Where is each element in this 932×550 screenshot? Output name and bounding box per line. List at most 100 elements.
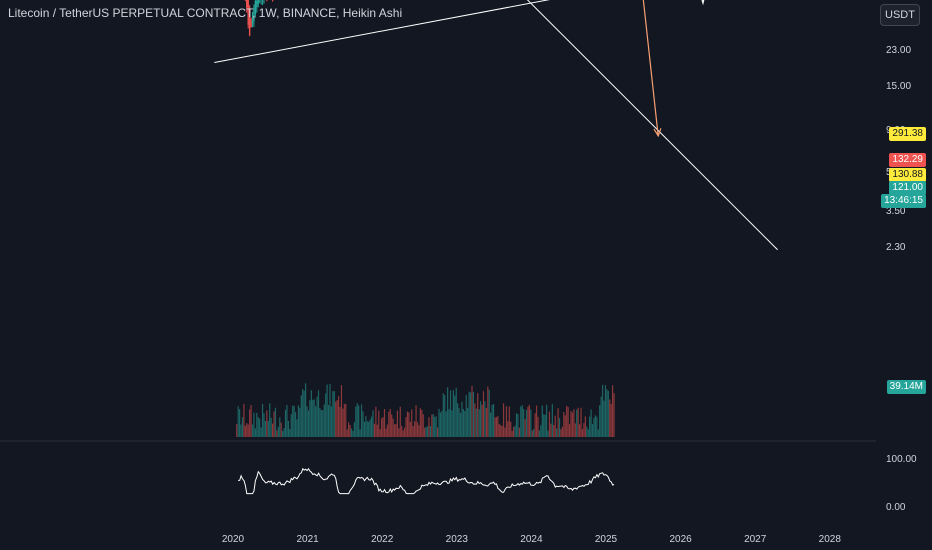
volume-bar bbox=[380, 429, 381, 437]
volume-bar bbox=[601, 397, 602, 437]
volume-bar bbox=[347, 430, 348, 437]
volume-bar bbox=[441, 411, 442, 437]
volume-bar bbox=[387, 425, 388, 437]
volume-bar bbox=[258, 417, 259, 437]
volume-bar bbox=[301, 395, 302, 437]
volume-bar bbox=[295, 412, 296, 437]
volume-bar bbox=[473, 392, 474, 437]
volume-bar bbox=[599, 405, 600, 437]
volume-bar bbox=[583, 423, 584, 437]
volume-bar bbox=[537, 417, 538, 437]
volume-bar bbox=[360, 429, 361, 437]
volume-bar bbox=[332, 391, 333, 437]
volume-bar bbox=[560, 429, 561, 437]
volume-bar bbox=[378, 411, 379, 437]
time-tick-label: 2023 bbox=[446, 534, 469, 545]
volume-bar bbox=[334, 391, 335, 437]
volume-bar bbox=[535, 413, 536, 437]
volume-bar bbox=[262, 404, 263, 437]
volume-bar bbox=[533, 429, 534, 437]
volume-bar bbox=[568, 407, 569, 437]
volume-bar bbox=[407, 412, 408, 437]
volume-bar bbox=[499, 424, 500, 437]
volume-bar bbox=[367, 421, 368, 437]
volume-bar bbox=[344, 404, 345, 437]
oscillator-label-low: 0.00 bbox=[886, 502, 905, 513]
volume-bar bbox=[415, 405, 416, 437]
volume-bar bbox=[569, 424, 570, 437]
volume-bar bbox=[281, 423, 282, 437]
volume-bar bbox=[390, 409, 391, 437]
volume-bar bbox=[589, 417, 590, 437]
volume-bar bbox=[527, 407, 528, 437]
volume-bar bbox=[299, 408, 300, 437]
volume-bar bbox=[526, 410, 527, 437]
volume-bar bbox=[283, 428, 284, 437]
volume-bar bbox=[261, 427, 262, 437]
volume-bar bbox=[464, 411, 465, 437]
currency-button[interactable]: USDT bbox=[880, 4, 920, 26]
volume-bar bbox=[611, 404, 612, 437]
volume-bar bbox=[357, 403, 358, 437]
volume-bar bbox=[294, 406, 295, 437]
volume-bar bbox=[298, 405, 299, 437]
volume-bar bbox=[239, 409, 240, 437]
volume-bar bbox=[370, 419, 371, 437]
volume-bar bbox=[500, 425, 501, 437]
volume-bar bbox=[477, 393, 478, 437]
volume-bar bbox=[476, 409, 477, 437]
volume-bar bbox=[286, 405, 287, 437]
volume-bar bbox=[273, 411, 274, 437]
volume-bar bbox=[593, 418, 594, 437]
bear-price-badge: 132.29 bbox=[889, 153, 926, 167]
time-tick-label: 2028 bbox=[819, 534, 842, 545]
volume-bar bbox=[361, 404, 362, 437]
volume-bar bbox=[494, 417, 495, 437]
volume-bar bbox=[555, 416, 556, 437]
volume-bar bbox=[523, 409, 524, 437]
volume-bar bbox=[278, 427, 279, 437]
volume-bar bbox=[552, 404, 553, 437]
price-axis[interactable]: 1,600.001,000.00600.00360.00235.0055.003… bbox=[876, 0, 932, 530]
volume-bar bbox=[331, 407, 332, 437]
volume-bar bbox=[608, 391, 609, 437]
volume-bar bbox=[588, 429, 589, 437]
volume-bar bbox=[582, 429, 583, 437]
volume-bar bbox=[342, 409, 343, 437]
volume-bar bbox=[404, 428, 405, 437]
volume-bar bbox=[349, 425, 350, 437]
volume-bar bbox=[433, 414, 434, 437]
volume-bar bbox=[305, 383, 306, 437]
volume-bar bbox=[279, 417, 280, 437]
volume-bar bbox=[314, 399, 315, 437]
volume-bar bbox=[506, 406, 507, 437]
time-tick-label: 2026 bbox=[669, 534, 692, 545]
volume-bar bbox=[263, 413, 264, 437]
volume-bar bbox=[304, 391, 305, 437]
volume-bar bbox=[245, 426, 246, 437]
volume-bar bbox=[240, 424, 241, 437]
volume-bar bbox=[484, 401, 485, 437]
level-high-badge: 291.38 bbox=[889, 127, 926, 141]
volume-bar bbox=[431, 414, 432, 437]
volume-bar bbox=[345, 404, 346, 437]
volume-bar bbox=[469, 392, 470, 437]
price-tick-label: 2.30 bbox=[886, 242, 905, 253]
volume-bar bbox=[242, 417, 243, 437]
volume-bar bbox=[355, 407, 356, 437]
volume-bar bbox=[289, 429, 290, 437]
volume-bar bbox=[596, 417, 597, 437]
countdown-badge: 13:46:15 bbox=[881, 194, 926, 208]
price-tick-label: 23.00 bbox=[886, 45, 911, 56]
volume-bar bbox=[598, 430, 599, 437]
volume-bar bbox=[512, 431, 513, 437]
volume-bar bbox=[427, 426, 428, 437]
volume-bar bbox=[547, 431, 548, 437]
volume-bar bbox=[318, 390, 319, 437]
volume-bar bbox=[248, 424, 249, 437]
volume-bar bbox=[364, 422, 365, 437]
volume-bar bbox=[375, 407, 376, 437]
volume-bar bbox=[319, 408, 320, 437]
volume-bar bbox=[381, 418, 382, 437]
